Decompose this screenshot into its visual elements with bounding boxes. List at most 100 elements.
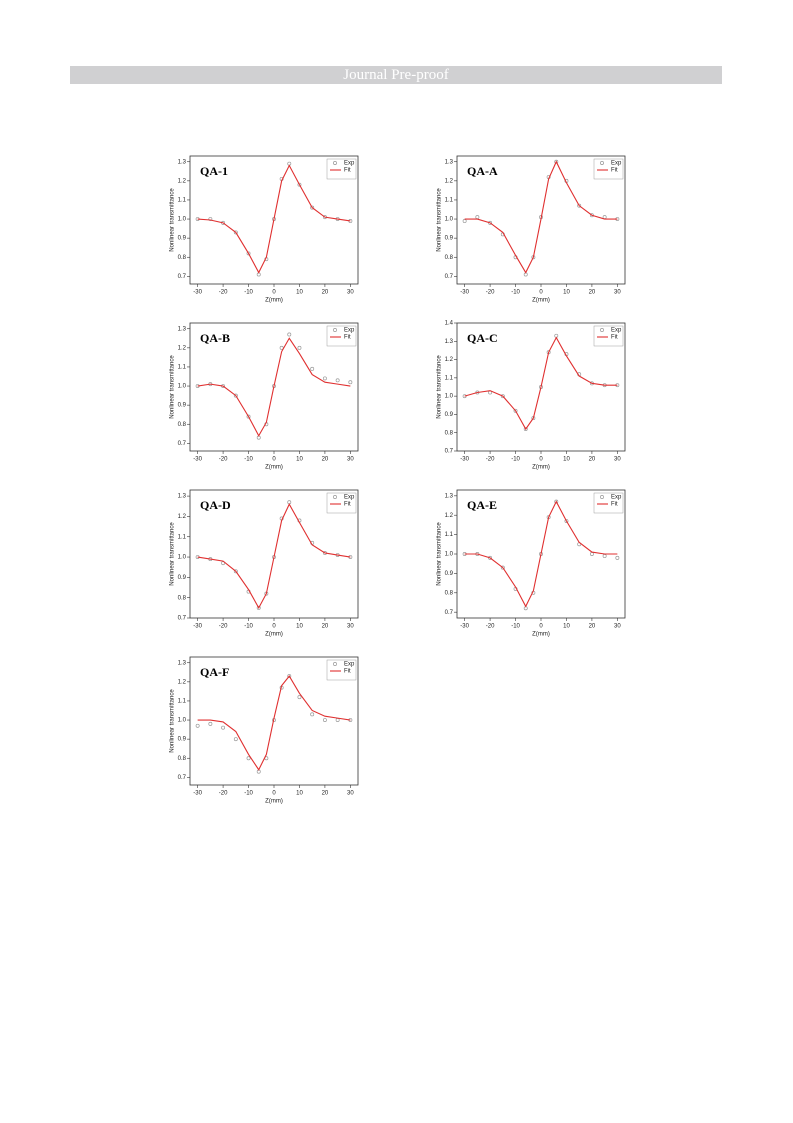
y-tick-label: 0.9 bbox=[178, 575, 187, 581]
x-axis-label: Z(mm) bbox=[532, 298, 550, 304]
y-tick-label: 1.3 bbox=[178, 660, 187, 666]
x-tick-label: 10 bbox=[296, 791, 303, 797]
x-axis-label: Z(mm) bbox=[532, 465, 550, 471]
legend-label: Fit bbox=[344, 168, 351, 174]
y-axis-label: Nonlinear transmittance bbox=[437, 188, 443, 252]
legend-label: Fit bbox=[344, 335, 351, 341]
y-tick-label: 0.8 bbox=[178, 422, 187, 428]
y-tick-label: 1.0 bbox=[178, 555, 187, 561]
chart-title: QA-C bbox=[467, 331, 498, 345]
exp-point bbox=[462, 219, 467, 223]
exp-point bbox=[246, 756, 251, 761]
exp-point bbox=[208, 721, 213, 726]
x-tick-label: -20 bbox=[219, 457, 228, 463]
y-tick-label: 0.7 bbox=[445, 610, 454, 616]
legend-label: Exp bbox=[611, 328, 622, 334]
x-tick-label: -30 bbox=[193, 290, 202, 296]
exp-point bbox=[335, 718, 340, 722]
x-tick-label: -30 bbox=[193, 624, 202, 630]
exp-point bbox=[233, 230, 238, 235]
y-tick-label: 1.3 bbox=[178, 159, 187, 165]
y-tick-label: 1.2 bbox=[178, 679, 187, 685]
x-tick-label: 0 bbox=[539, 290, 543, 296]
x-tick-label: 30 bbox=[347, 290, 354, 296]
legend-marker bbox=[600, 495, 604, 499]
exp-point bbox=[564, 519, 569, 523]
y-tick-label: 0.7 bbox=[445, 274, 454, 280]
x-tick-label: -30 bbox=[193, 457, 202, 463]
exp-point bbox=[287, 674, 292, 679]
legend-label: Fit bbox=[344, 502, 351, 508]
chart: -30 -20 -10 0 10 20 30 0.7 0.8 0.9 1.0 1.1 1.2 1.3 Z(m… bbox=[437, 155, 626, 304]
fit-line bbox=[197, 337, 351, 437]
y-tick-label: 0.7 bbox=[178, 441, 187, 447]
x-tick-label: 10 bbox=[563, 290, 570, 296]
x-tick-label: -20 bbox=[486, 624, 495, 630]
exp-point bbox=[523, 427, 528, 432]
legend-marker bbox=[333, 495, 337, 499]
legend-marker bbox=[333, 662, 337, 666]
y-tick-label: 1.3 bbox=[445, 339, 454, 345]
legend-label: Fit bbox=[344, 669, 351, 675]
y-tick-label: 0.8 bbox=[445, 255, 454, 261]
y-tick-label: 0.7 bbox=[178, 775, 187, 781]
legend-label: Exp bbox=[611, 161, 622, 167]
x-tick-label: 30 bbox=[347, 457, 354, 463]
x-axis-label: Z(mm) bbox=[532, 632, 550, 638]
exp-point bbox=[233, 569, 238, 574]
exp-point bbox=[322, 718, 327, 722]
legend-frame bbox=[326, 659, 357, 681]
legend-marker bbox=[600, 161, 604, 165]
y-tick-label: 1.2 bbox=[178, 345, 187, 351]
y-tick-label: 0.9 bbox=[445, 412, 454, 418]
y-tick-label: 0.7 bbox=[178, 274, 187, 280]
x-tick-label: 30 bbox=[347, 791, 354, 797]
chart: -30 -20 -10 0 10 20 30 0.7 0.8 0.9 1.0 1.1 1.2 1.3 1.4… bbox=[437, 321, 626, 471]
exp-point bbox=[577, 203, 582, 208]
y-tick-label: 1.3 bbox=[445, 493, 454, 499]
y-tick-label: 0.9 bbox=[445, 571, 454, 577]
exp-point bbox=[310, 712, 315, 717]
y-axis-label: Nonlinear transmittance bbox=[437, 522, 443, 586]
fit-line bbox=[464, 160, 618, 274]
legend-label: Fit bbox=[611, 168, 618, 174]
legend-label: Exp bbox=[344, 662, 355, 668]
chart: -30 -20 -10 0 10 20 30 0.7 0.8 0.9 1.0 1.1 1.2 1.3 Z(m… bbox=[170, 155, 359, 304]
x-tick-label: -10 bbox=[511, 624, 520, 630]
exp-point bbox=[310, 205, 315, 210]
x-tick-label: -10 bbox=[511, 290, 520, 296]
legend-marker bbox=[600, 328, 604, 332]
x-tick-label: 0 bbox=[539, 624, 543, 630]
x-tick-label: -10 bbox=[511, 457, 520, 463]
x-tick-label: 10 bbox=[296, 457, 303, 463]
y-tick-label: 0.9 bbox=[178, 236, 187, 242]
exp-point bbox=[297, 345, 302, 350]
y-axis-label: Nonlinear transmittance bbox=[170, 355, 176, 419]
x-axis-label: Z(mm) bbox=[265, 298, 283, 304]
x-tick-label: 10 bbox=[563, 624, 570, 630]
exp-point bbox=[335, 378, 340, 383]
x-tick-label: 0 bbox=[272, 457, 276, 463]
exp-point bbox=[256, 605, 261, 610]
fit-line bbox=[197, 164, 351, 274]
x-tick-label: -20 bbox=[219, 290, 228, 296]
y-tick-label: 0.9 bbox=[445, 236, 454, 242]
x-tick-label: 20 bbox=[322, 791, 329, 797]
y-tick-label: 1.0 bbox=[178, 217, 187, 223]
exp-point bbox=[554, 499, 559, 504]
legend-label: Fit bbox=[611, 502, 618, 508]
y-tick-label: 1.0 bbox=[178, 718, 187, 724]
y-tick-label: 1.1 bbox=[445, 375, 454, 381]
x-tick-label: 30 bbox=[347, 624, 354, 630]
fit-line bbox=[197, 503, 351, 609]
y-tick-label: 1.3 bbox=[178, 326, 187, 332]
chart-title: QA-1 bbox=[200, 164, 228, 178]
exp-point bbox=[195, 723, 200, 728]
x-tick-label: -30 bbox=[460, 624, 469, 630]
x-tick-label: 20 bbox=[589, 290, 596, 296]
x-tick-label: 0 bbox=[272, 290, 276, 296]
legend-frame bbox=[326, 325, 357, 347]
legend-label: Exp bbox=[344, 161, 355, 167]
